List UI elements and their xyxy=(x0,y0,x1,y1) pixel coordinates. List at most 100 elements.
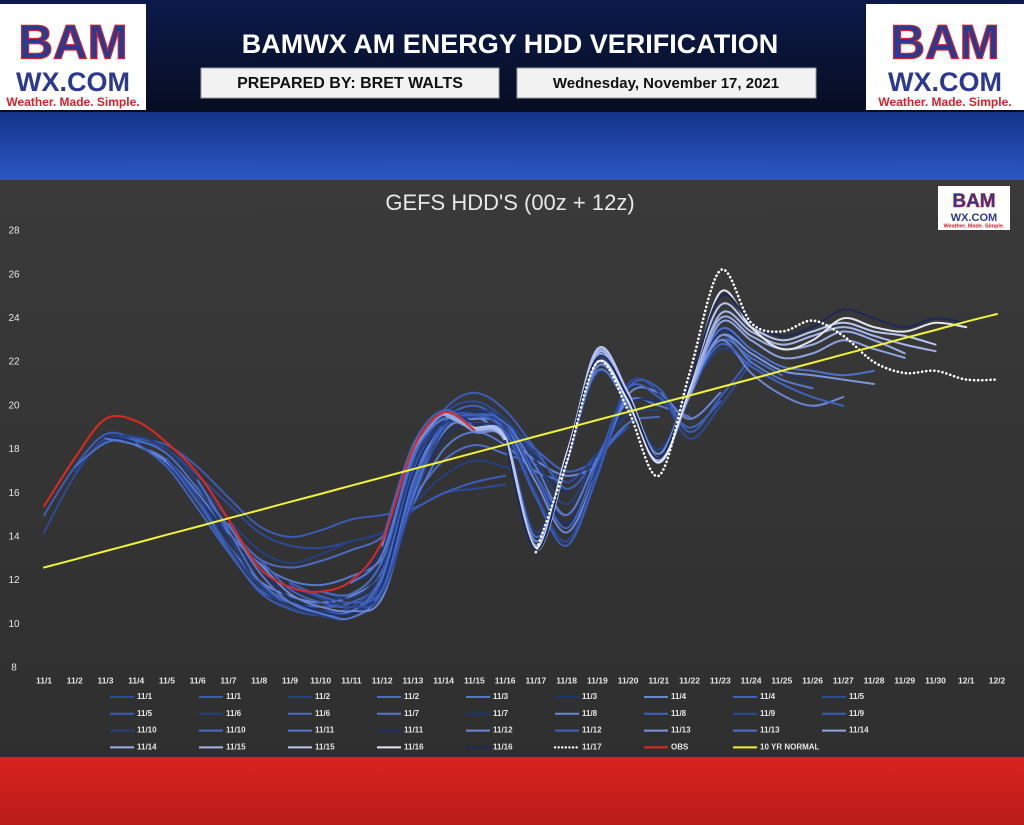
y-tick-label: 20 xyxy=(8,400,20,411)
logo-bottom: WX.COM xyxy=(951,212,997,224)
logo-small: BAM WX.COM Weather. Made. Simple. xyxy=(938,186,1010,230)
x-tick-label: 11/20 xyxy=(618,675,639,685)
legend-label: 11/5 xyxy=(137,709,153,718)
series-line xyxy=(534,268,999,554)
legend-label: 11/7 xyxy=(493,709,509,718)
x-tick-label: 11/22 xyxy=(679,675,700,685)
legend-label: 11/10 xyxy=(137,726,157,735)
page-title: BAMWX AM ENERGY HDD VERIFICATION xyxy=(242,29,779,59)
logo-bottom: WX.COM xyxy=(16,67,130,97)
legend-label: 11/8 xyxy=(582,709,598,718)
x-tick-label: 11/15 xyxy=(464,675,485,685)
logo-left: BAM WX.COM Weather. Made. Simple. xyxy=(0,4,146,110)
x-tick-label: 11/17 xyxy=(525,675,546,685)
x-tick-label: 11/28 xyxy=(864,675,885,685)
x-tick-label: 11/23 xyxy=(710,675,731,685)
legend-label: 11/8 xyxy=(671,709,687,718)
logo-bg xyxy=(938,186,1010,230)
legend-label: 10 YR NORMAL xyxy=(760,743,820,752)
legend-label: 11/4 xyxy=(671,692,687,701)
logo-tagline: Weather. Made. Simple. xyxy=(943,223,1005,229)
legend-label: 11/14 xyxy=(137,743,157,752)
y-tick-label: 10 xyxy=(8,619,20,630)
x-tick-label: 11/19 xyxy=(587,675,608,685)
date: Wednesday, November 17, 2021 xyxy=(553,75,779,92)
date-box xyxy=(516,67,817,99)
series-line xyxy=(288,361,753,608)
x-tick-label: 11/4 xyxy=(128,675,144,685)
x-tick-label: 11/6 xyxy=(190,675,206,685)
x-tick-label: 11/12 xyxy=(372,675,393,685)
y-tick-label: 28 xyxy=(8,226,20,237)
legend-label: 11/17 xyxy=(582,743,602,752)
legend-label: 11/13 xyxy=(671,726,691,735)
logo-right: BAM WX.COM Weather. Made. Simple. xyxy=(866,4,1024,110)
legend-label: 11/2 xyxy=(315,692,331,701)
prepared-box xyxy=(200,67,500,99)
logo-top: BAM xyxy=(890,17,999,70)
legend-label: 11/2 xyxy=(404,692,420,701)
legend-label: 11/6 xyxy=(315,709,331,718)
blue-band xyxy=(0,112,1024,180)
x-tick-label: 11/29 xyxy=(894,675,915,685)
x-tick-label: 11/7 xyxy=(220,675,236,685)
legend-label: 11/12 xyxy=(493,726,513,735)
legend-label: 11/12 xyxy=(582,726,602,735)
legend-label: 11/1 xyxy=(137,692,153,701)
y-tick-label: 14 xyxy=(8,532,20,543)
prepared-by: PREPARED BY: BRET WALTS xyxy=(237,75,463,92)
legend-label: 11/9 xyxy=(760,709,776,718)
legend-label: 11/16 xyxy=(493,743,513,752)
x-tick-label: 11/9 xyxy=(282,675,298,685)
legend-label: 11/1 xyxy=(226,692,242,701)
legend-label: 11/11 xyxy=(404,726,424,735)
logo-bottom: WX.COM xyxy=(888,67,1002,97)
x-tick-label: 11/25 xyxy=(771,675,792,685)
x-tick-label: 11/24 xyxy=(741,675,762,685)
legend-label: 11/13 xyxy=(760,726,780,735)
x-tick-label: 11/13 xyxy=(402,675,423,685)
legend-label: 11/3 xyxy=(582,692,598,701)
y-tick-label: 12 xyxy=(8,575,20,586)
logo-top: BAM xyxy=(952,191,995,212)
y-tick-label: 8 xyxy=(11,663,17,674)
legend-label: OBS xyxy=(671,743,689,752)
logo-bg xyxy=(0,4,146,110)
header-bg xyxy=(0,0,1024,112)
legend-label: 11/7 xyxy=(404,709,420,718)
red-band xyxy=(0,757,1024,825)
series-line xyxy=(258,383,722,609)
series-line xyxy=(73,434,537,565)
legend-label: 11/4 xyxy=(760,692,776,701)
x-tick-label: 12/1 xyxy=(958,675,975,685)
series-line xyxy=(504,293,968,552)
legend-label: 11/15 xyxy=(315,743,335,752)
legend-label: 11/11 xyxy=(315,726,335,735)
x-tick-label: 11/14 xyxy=(433,675,454,685)
x-tick-label: 11/2 xyxy=(67,675,83,685)
x-tick-label: 11/21 xyxy=(648,675,669,685)
x-tick-label: 11/26 xyxy=(802,675,823,685)
x-tick-label: 11/3 xyxy=(97,675,113,685)
series-line xyxy=(43,313,998,569)
x-tick-label: 11/30 xyxy=(925,675,946,685)
series-line xyxy=(43,431,507,538)
legend-label: 11/6 xyxy=(226,709,242,718)
series-line xyxy=(73,438,537,569)
series-line xyxy=(504,289,968,549)
x-tick-label: 11/8 xyxy=(251,675,267,685)
y-tick-label: 26 xyxy=(8,269,20,280)
y-tick-label: 24 xyxy=(8,313,20,324)
logo-top: BAM xyxy=(18,17,127,70)
legend-label: 11/10 xyxy=(226,726,246,735)
x-tick-label: 11/11 xyxy=(341,675,362,685)
y-tick-label: 22 xyxy=(8,357,20,368)
logo-bg xyxy=(866,4,1024,110)
legend-label: 11/3 xyxy=(493,692,509,701)
x-tick-label: 12/2 xyxy=(989,675,1006,685)
logo-tagline: Weather. Made. Simple. xyxy=(878,95,1011,109)
x-tick-label: 11/18 xyxy=(556,675,577,685)
legend-label: 11/15 xyxy=(226,743,246,752)
legend-label: 11/5 xyxy=(849,692,865,701)
